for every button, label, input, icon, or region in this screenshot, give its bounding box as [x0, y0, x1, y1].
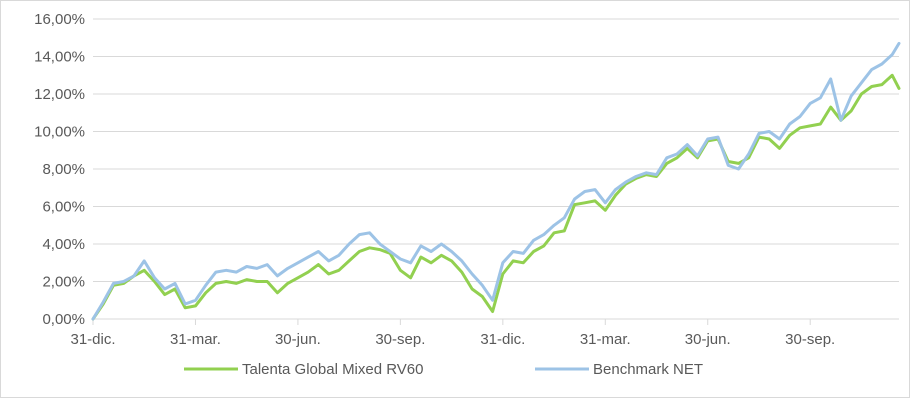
x-tick-label: 30-jun.: [685, 331, 731, 348]
x-tick-label: 30-jun.: [275, 331, 321, 348]
y-axis: 0,00% 2,00% 4,00% 6,00% 8,00% 10,00% 12,00% 14,…: [34, 11, 85, 328]
y-tick-label: 12,00%: [34, 86, 85, 103]
x-axis: 31-dic. 31-mar. 30-jun. 30-sep. 31-dic. 31-ma…: [70, 319, 835, 348]
y-tick-label: 14,00%: [34, 49, 85, 66]
y-tick-label: 4,00%: [42, 236, 85, 253]
x-tick-label: 30-sep.: [785, 331, 835, 348]
legend: Talenta Global Mixed RV60 Benchmark NET: [184, 361, 703, 378]
x-tick-label: 31-dic.: [70, 331, 115, 348]
y-tick-label: 6,00%: [42, 199, 85, 216]
x-tick-label: 31-dic.: [480, 331, 525, 348]
y-tick-label: 2,00%: [42, 274, 85, 291]
y-tick-label: 0,00%: [42, 311, 85, 328]
series-line-1: [91, 73, 901, 321]
x-tick-label: 30-sep.: [375, 331, 425, 348]
x-tick-label: 31-mar.: [170, 331, 221, 348]
legend-label: Benchmark NET: [593, 361, 703, 378]
y-tick-label: 10,00%: [34, 124, 85, 141]
series-line-2: [91, 41, 901, 321]
y-tick-label: 8,00%: [42, 161, 85, 178]
x-tick-label: 31-mar.: [580, 331, 631, 348]
legend-label: Talenta Global Mixed RV60: [242, 361, 424, 378]
y-tick-label: 16,00%: [34, 11, 85, 28]
series-group: [91, 41, 901, 321]
